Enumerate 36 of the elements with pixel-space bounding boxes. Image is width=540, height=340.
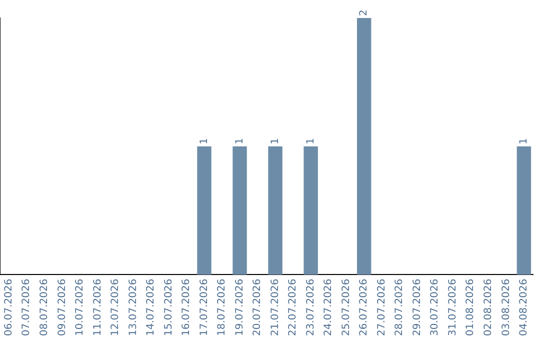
data-label: 1 <box>234 138 246 144</box>
x-tick-label: 13.07.2026 <box>128 278 139 336</box>
x-tick-label: 31.07.2026 <box>447 278 458 336</box>
x-tick-label: 03.08.2026 <box>500 278 512 336</box>
x-tick-label: 29.07.2026 <box>412 278 423 336</box>
x-tick-label: 11.07.2026 <box>92 278 104 336</box>
x-tick-label: 17.07.2026 <box>198 278 210 336</box>
x-tick-label: 04.08.2026 <box>518 278 530 336</box>
x-tick-label: 26.07.2026 <box>358 278 370 336</box>
data-label: 1 <box>198 138 210 144</box>
x-tick-label: 20.07.2026 <box>252 278 264 336</box>
x-tick-label: 21.07.2026 <box>270 278 281 336</box>
x-tick-label: 24.07.2026 <box>323 278 334 336</box>
x-tick-label: 23.07.2026 <box>305 278 316 336</box>
x-tick-label: 19.07.2026 <box>234 278 246 336</box>
x-tick-label: 15.07.2026 <box>163 278 174 336</box>
x-tick-label: 08.07.2026 <box>38 278 50 336</box>
x-tick-label: 01.08.2026 <box>465 278 476 336</box>
data-label: 1 <box>305 138 316 144</box>
data-label: 1 <box>270 138 281 144</box>
data-label: 2 <box>358 10 370 16</box>
x-tick-label: 06.07.2026 <box>3 278 14 336</box>
x-tick-label: 07.07.2026 <box>21 278 32 336</box>
x-tick-label: 27.07.2026 <box>376 278 388 336</box>
data-label: 1 <box>518 138 530 144</box>
x-tick-label: 10.07.2026 <box>74 278 86 336</box>
x-tick-label: 12.07.2026 <box>110 278 122 336</box>
x-tick-label: 16.07.2026 <box>181 278 192 336</box>
x-tick-label: 02.08.2026 <box>483 278 494 336</box>
x-tick-label: 30.07.2026 <box>430 278 441 336</box>
x-tick-label: 14.07.2026 <box>146 278 157 336</box>
x-tick-label: 09.07.2026 <box>56 278 68 336</box>
x-tick-label: 28.07.2026 <box>394 278 406 336</box>
x-tick-label: 22.07.2026 <box>288 278 299 336</box>
x-tick-label: 25.07.2026 <box>340 278 352 336</box>
x-tick-label: 18.07.2026 <box>216 278 228 336</box>
